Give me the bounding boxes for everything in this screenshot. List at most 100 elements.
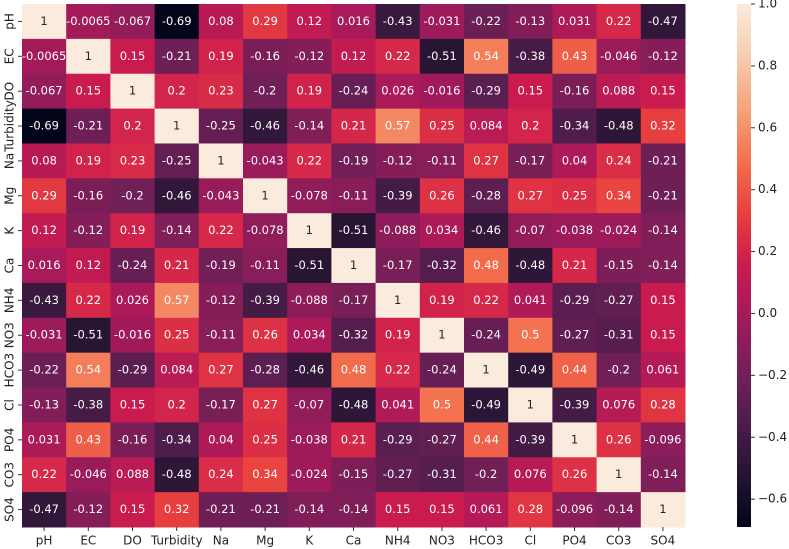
cell-label: 0.26 (429, 188, 455, 202)
x-tick-label: K (305, 534, 314, 548)
heatmap-cell (198, 178, 244, 214)
heatmap-cell (596, 248, 642, 284)
cell-label: 1 (85, 49, 92, 63)
cell-label: -0.016 (423, 84, 460, 98)
cell-label: 0.34 (606, 188, 632, 202)
cell-label: -0.51 (339, 223, 369, 237)
heatmap-cell (640, 73, 686, 110)
heatmap-cell (331, 387, 377, 423)
heatmap-cell (243, 457, 288, 493)
heatmap-cell (287, 143, 332, 179)
cell-label: 0.12 (31, 223, 57, 237)
cell-label: -0.69 (162, 14, 192, 28)
cell-label: 0.26 (252, 328, 278, 342)
cell-label: 0.031 (28, 432, 61, 446)
y-tick-label: Mg (3, 187, 17, 205)
colorbar (737, 4, 751, 527)
cell-label: -0.28 (250, 363, 280, 377)
cell-label: 1 (306, 223, 313, 237)
cell-label: -0.32 (427, 258, 457, 272)
heatmap-cell (508, 457, 553, 493)
cell-label: -0.14 (648, 258, 678, 272)
cell-label: 0.084 (160, 363, 193, 377)
heatmap-cell (508, 108, 553, 144)
heatmap-cell (464, 178, 509, 214)
heatmap-cell (596, 422, 642, 458)
heatmap-cell (243, 248, 288, 284)
heatmap-cell (22, 38, 67, 75)
x-tick-label: EC (80, 534, 96, 548)
cell-label: 0.2 (521, 119, 539, 133)
cell-label: 0.076 (514, 467, 547, 481)
cell-label: 1 (261, 188, 268, 202)
cell-label: -0.51 (294, 258, 324, 272)
cell-label: -0.16 (250, 49, 280, 63)
cell-label: 0.061 (646, 363, 679, 377)
heatmap-cell (419, 457, 465, 493)
cell-label: -0.32 (339, 328, 369, 342)
cell-label: 0.026 (116, 293, 149, 307)
heatmap-cell (375, 457, 421, 493)
heatmap-cell (552, 213, 598, 249)
heatmap-cell (287, 422, 332, 458)
x-tick-label: Na (213, 534, 229, 548)
heatmap-cell (22, 4, 67, 40)
heatmap-cell (154, 492, 200, 528)
cell-label: -0.27 (604, 293, 634, 307)
cell-label: -0.21 (648, 188, 678, 202)
cell-label: 0.48 (473, 258, 499, 272)
heatmap-cell (552, 387, 598, 423)
heatmap-cell (154, 352, 200, 389)
heatmap-cell (198, 387, 244, 423)
cell-label: 0.15 (429, 502, 455, 516)
cell-label: 0.15 (650, 328, 676, 342)
heatmap-cell (419, 422, 465, 458)
heatmap-cell (287, 213, 332, 249)
heatmap-cell (596, 108, 642, 144)
heatmap-cell (243, 178, 288, 214)
colorbar-tick-label: 1.0 (758, 0, 777, 11)
cell-label: -0.14 (162, 223, 192, 237)
y-tick-label: EC (3, 48, 17, 64)
heatmap-cell (375, 143, 421, 179)
cell-label: -0.11 (339, 188, 369, 202)
cell-label: 0.031 (558, 14, 591, 28)
colorbar-tick-label: −0.4 (758, 430, 787, 444)
cell-label: 0.04 (208, 432, 234, 446)
cell-label: -0.21 (73, 119, 103, 133)
heatmap-cell (419, 317, 465, 354)
cell-label: 0.041 (514, 293, 547, 307)
cell-label: -0.024 (600, 223, 637, 237)
heatmap-cell (154, 248, 200, 284)
cell-label: 1 (350, 258, 357, 272)
heatmap-cell (154, 73, 200, 110)
cell-label: 0.088 (602, 84, 635, 98)
cell-label: -0.024 (291, 467, 328, 481)
heatmap-cell (198, 282, 244, 319)
heatmap-cell (552, 422, 598, 458)
heatmap-cell (110, 178, 156, 214)
cell-label: 0.22 (385, 363, 411, 377)
heatmap-cell (110, 492, 156, 528)
heatmap-cell (287, 317, 332, 354)
cell-label: 0.24 (208, 467, 234, 481)
cell-label: 0.28 (650, 397, 676, 411)
heatmap-cell (464, 38, 509, 75)
heatmap-cell (419, 282, 465, 319)
cell-label: -0.12 (383, 153, 413, 167)
cell-label: 0.19 (208, 49, 234, 63)
cell-label: -0.46 (250, 119, 280, 133)
heatmap-cell (419, 492, 465, 528)
cell-label: 0.22 (75, 293, 101, 307)
heatmap-cell (640, 387, 686, 423)
heatmap-cell (464, 457, 509, 493)
heatmap-cell (331, 213, 377, 249)
cell-label: -0.031 (423, 14, 460, 28)
cell-label: -0.046 (600, 49, 637, 63)
heatmap-cell (198, 108, 244, 144)
cell-label: 0.22 (606, 14, 632, 28)
heatmap-cell (22, 213, 67, 249)
heatmap-cell (552, 38, 598, 75)
cell-label: -0.096 (644, 432, 681, 446)
cell-label: 0.22 (296, 153, 322, 167)
